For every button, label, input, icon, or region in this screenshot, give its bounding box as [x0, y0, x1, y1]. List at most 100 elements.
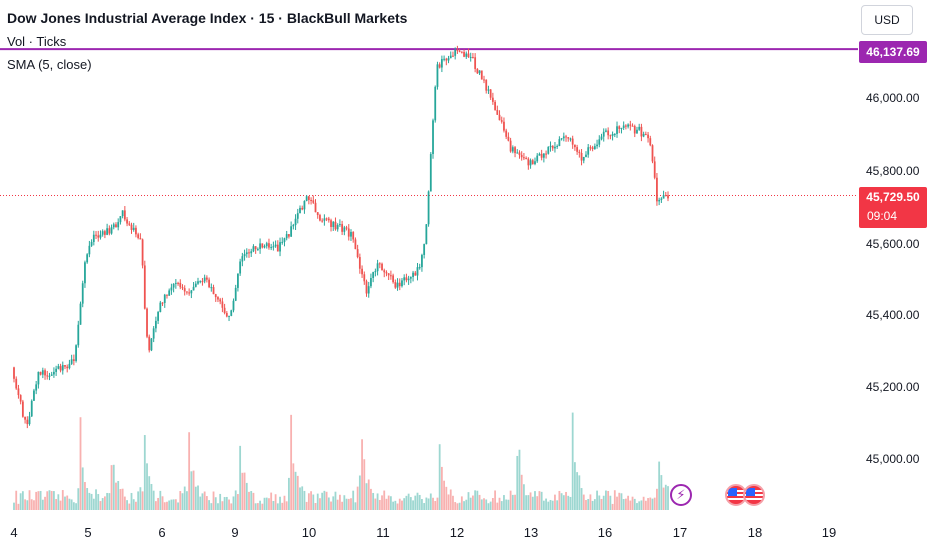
volume-bar	[205, 496, 208, 510]
volume-indicator-label[interactable]: Vol · Ticks	[7, 34, 67, 49]
candle-body	[474, 57, 477, 69]
volume-bar	[454, 502, 457, 510]
volume-bar	[194, 486, 197, 510]
volume-bar	[19, 493, 22, 510]
y-tick-label: 45,400.00	[866, 308, 920, 322]
volume-bar	[117, 480, 120, 510]
volume-bar	[478, 494, 481, 510]
volume-bar	[148, 476, 151, 510]
volume-bar	[208, 500, 210, 510]
currency-button[interactable]: USD	[861, 5, 913, 35]
candle-body	[560, 138, 563, 140]
candle-body	[667, 195, 669, 199]
candle-body	[303, 200, 306, 210]
candle-body	[132, 227, 135, 230]
volume-bar	[276, 503, 279, 510]
volume-bar	[361, 439, 363, 510]
candle-body	[265, 243, 268, 247]
volume-bar	[321, 492, 324, 510]
volume-bar	[237, 494, 239, 510]
x-tick-label: 11	[376, 525, 390, 540]
candle-body	[64, 365, 66, 367]
candle-body	[554, 146, 556, 149]
volume-bar	[256, 503, 259, 510]
candle-body	[254, 246, 257, 250]
candle-body	[527, 158, 530, 166]
volume-bar	[576, 472, 579, 510]
candle-body	[489, 89, 492, 98]
volume-bar	[252, 492, 255, 510]
candle-body	[443, 58, 445, 60]
volume-bar	[414, 495, 417, 510]
volume-bar	[219, 493, 222, 510]
candle-body	[511, 147, 514, 152]
candle-body	[33, 390, 35, 401]
candle-body	[261, 243, 264, 248]
volume-bar	[234, 490, 237, 510]
lightning-icon[interactable]: ⚡	[670, 484, 692, 506]
y-tick-label: 46,000.00	[866, 91, 920, 105]
volume-bar	[562, 495, 565, 510]
candle-body	[296, 213, 299, 219]
volume-bar	[476, 490, 479, 510]
candle-body	[21, 401, 24, 417]
x-tick-label: 18	[747, 525, 763, 540]
candle-body	[217, 297, 219, 300]
volume-bar	[611, 503, 614, 510]
candle-body	[620, 127, 623, 129]
volume-bar	[432, 497, 434, 510]
volume-bar	[602, 495, 605, 510]
candle-body	[148, 336, 151, 351]
candle-body	[449, 55, 452, 59]
candle-body	[605, 130, 607, 132]
volume-bar	[303, 490, 306, 510]
candle-body	[203, 277, 206, 282]
candle-body	[39, 371, 42, 375]
volume-bar	[201, 493, 204, 510]
candle-body	[425, 224, 428, 245]
candle-body	[644, 133, 647, 135]
volume-bar	[421, 499, 423, 510]
candle-body	[141, 239, 144, 266]
volume-bar	[81, 467, 84, 510]
candle-body	[166, 294, 168, 296]
candle-body	[327, 218, 330, 221]
candle-body	[664, 195, 667, 197]
volume-bar	[649, 497, 652, 510]
volume-bar	[265, 497, 268, 510]
candle-body	[316, 212, 319, 216]
candle-body	[41, 370, 44, 375]
volume-bar	[436, 497, 439, 510]
candle-body	[259, 243, 261, 249]
candle-body	[24, 416, 26, 420]
candle-body	[250, 251, 253, 254]
us-flag-icon[interactable]	[743, 484, 765, 506]
chart-title: Dow Jones Industrial Average Index · 15 …	[7, 10, 408, 26]
volume-bar	[569, 496, 572, 510]
candle-body	[358, 257, 361, 269]
volume-bar	[560, 493, 563, 510]
candle-body	[230, 310, 233, 316]
volume-bar	[449, 489, 452, 510]
volume-bar	[143, 435, 146, 510]
volume-bar	[458, 502, 461, 510]
candle-body	[305, 196, 308, 201]
volume-bar	[79, 417, 82, 510]
volume-bar	[33, 500, 35, 510]
volume-bar	[607, 490, 610, 510]
candle-body	[143, 265, 146, 309]
volume-bar	[316, 493, 319, 510]
candle-body	[332, 221, 335, 227]
volume-bar	[405, 495, 408, 510]
sma-indicator-label[interactable]: SMA (5, close)	[7, 57, 92, 72]
candle-body	[214, 294, 217, 298]
volume-bar	[596, 490, 598, 510]
volume-bar	[463, 501, 465, 510]
candle-body	[170, 287, 173, 291]
volume-bar	[662, 487, 665, 510]
candle-body	[168, 290, 171, 296]
volume-bar	[46, 491, 49, 510]
candle-body	[618, 126, 621, 129]
candle-body	[110, 227, 113, 234]
